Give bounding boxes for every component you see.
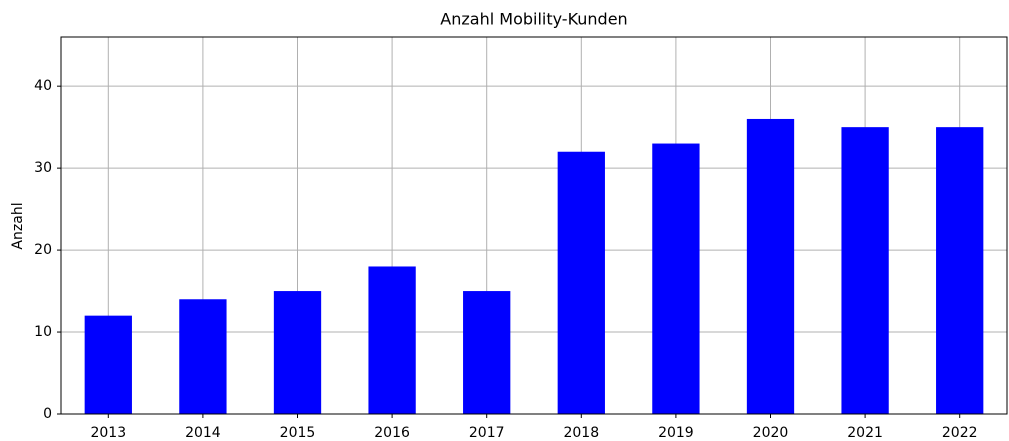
bar <box>179 299 227 414</box>
y-tick-label: 10 <box>34 324 52 340</box>
bar <box>936 127 984 415</box>
x-tick-label: 2020 <box>753 425 789 441</box>
y-tick-label: 30 <box>34 160 52 176</box>
x-tick-label: 2019 <box>658 425 694 441</box>
plot-frame <box>60 36 1008 415</box>
x-tick-label: 2017 <box>469 425 505 441</box>
bar <box>273 291 322 414</box>
x-tick-label: 2022 <box>942 425 978 441</box>
y-tick-label: 0 <box>43 406 52 422</box>
bar <box>746 118 795 415</box>
x-tick-label: 2018 <box>563 425 599 441</box>
x-tick-label: 2014 <box>185 425 221 441</box>
x-tick-label: 2016 <box>374 425 410 441</box>
x-tick-label: 2015 <box>280 425 316 441</box>
x-tick-label: 2013 <box>90 425 126 441</box>
bar <box>652 143 700 415</box>
y-axis-label: Anzahl <box>10 202 26 249</box>
bar <box>463 291 511 414</box>
bar <box>841 127 889 415</box>
y-tick-label: 40 <box>34 78 52 94</box>
bar <box>368 266 416 414</box>
bar <box>557 151 605 414</box>
bar <box>84 315 132 414</box>
x-tick-label: 2021 <box>847 425 883 441</box>
y-tick-label: 20 <box>34 242 52 258</box>
chart-title: Anzahl Mobility-Kunden <box>440 10 627 29</box>
